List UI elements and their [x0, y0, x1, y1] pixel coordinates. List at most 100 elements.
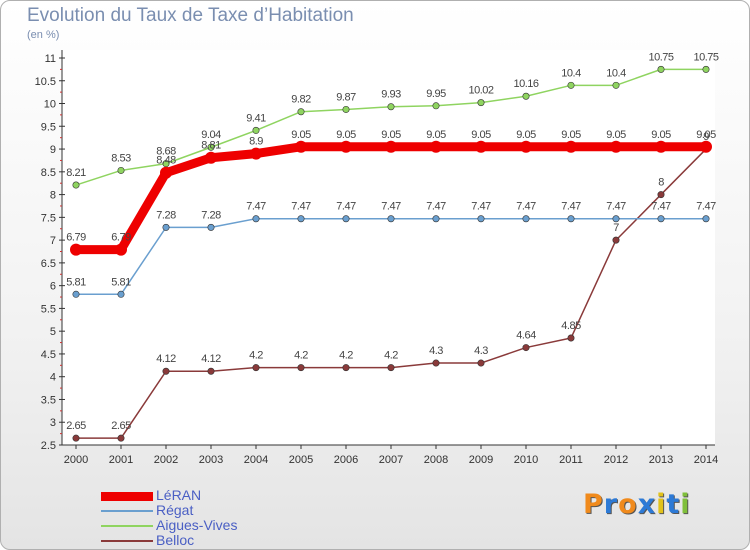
data-point-belloc: [432, 359, 440, 367]
data-label-leran: 9.05: [696, 129, 716, 141]
y-tick-label: 4.5: [41, 349, 56, 361]
data-point-belloc: [252, 364, 260, 372]
legend-swatch-belloc: [101, 540, 153, 542]
logo-letter: P: [583, 489, 604, 520]
x-tick-label: 2003: [199, 454, 223, 466]
x-tick-label: 2012: [604, 454, 628, 466]
data-point-aigues-vives: [567, 81, 575, 89]
data-point-regat: [72, 290, 80, 298]
data-point-aigues-vives: [342, 105, 350, 113]
data-point-aigues-vives: [657, 65, 665, 73]
plot-area: [62, 50, 715, 445]
logo-letter: x: [637, 489, 657, 520]
data-label-regat: 7.47: [381, 201, 401, 213]
data-label-regat: 7.28: [156, 209, 176, 221]
x-tick-label: 2000: [64, 454, 88, 466]
y-tick-label: 10.5: [35, 76, 56, 88]
data-point-leran: [115, 243, 127, 256]
legend-swatch-aigues-vives: [101, 525, 153, 527]
data-label-belloc: 4.2: [339, 350, 353, 362]
data-label-aigues-vives: 8.68: [156, 146, 176, 158]
data-label-belloc: 2.65: [66, 420, 86, 432]
logo-letter: i: [680, 489, 691, 520]
x-tick-label: 2005: [289, 454, 313, 466]
data-point-regat: [522, 215, 530, 223]
data-point-aigues-vives: [612, 81, 620, 89]
data-label-regat: 7.47: [471, 201, 491, 213]
data-label-aigues-vives: 10.02: [468, 85, 493, 97]
data-label-regat: 7.47: [606, 201, 626, 213]
data-point-leran: [70, 243, 82, 256]
data-label-aigues-vives: 9.95: [426, 88, 446, 100]
proxiti-logo: Proxiti: [583, 489, 691, 520]
y-tick-label: 3: [50, 417, 56, 429]
y-tick-label: 7.5: [41, 212, 56, 224]
data-point-leran: [700, 140, 712, 153]
data-point-regat: [342, 215, 350, 223]
data-label-regat: 5.81: [111, 276, 131, 288]
x-tick-label: 2014: [694, 454, 718, 466]
data-point-leran: [250, 147, 262, 160]
data-point-regat: [432, 215, 440, 223]
legend-item-belloc: Belloc: [101, 532, 361, 548]
data-label-belloc: 8: [658, 177, 664, 189]
y-tick-label: 9: [50, 144, 56, 156]
legend-label-leran: LéRAN: [156, 487, 202, 503]
data-label-aigues-vives: 8.21: [66, 167, 86, 179]
data-label-belloc: 4.2: [294, 350, 308, 362]
x-tick-label: 2013: [649, 454, 673, 466]
data-label-aigues-vives: 9.93: [381, 89, 401, 101]
y-tick-label: 5.5: [41, 303, 56, 315]
data-label-leran: 9.05: [381, 129, 401, 141]
data-point-aigues-vives: [72, 181, 80, 189]
data-label-regat: 7.28: [201, 209, 221, 221]
data-point-regat: [612, 215, 620, 223]
data-label-regat: 7.47: [516, 201, 536, 213]
data-label-leran: 8.81: [201, 140, 221, 152]
data-label-regat: 7.47: [696, 201, 716, 213]
data-label-regat: 7.47: [291, 201, 311, 213]
y-tick-label: 2.5: [41, 440, 56, 452]
data-label-leran: 6.79: [66, 232, 86, 244]
logo-letter: o: [618, 489, 638, 520]
logo-letter: t: [666, 489, 681, 520]
legend-item-aigues-vives: Aigues-Vives: [101, 517, 361, 533]
y-tick-label: 8.5: [41, 167, 56, 179]
data-point-aigues-vives: [297, 108, 305, 116]
data-label-regat: 7.47: [561, 201, 581, 213]
data-point-regat: [657, 215, 665, 223]
x-tick-label: 2007: [379, 454, 403, 466]
data-label-leran: 8.9: [249, 136, 263, 148]
data-label-regat: 7.47: [426, 201, 446, 213]
logo-letter: r: [603, 489, 619, 520]
x-tick-label: 2008: [424, 454, 448, 466]
logo-letter: i: [656, 489, 667, 520]
x-tick-label: 2009: [469, 454, 493, 466]
x-tick-label: 2004: [244, 454, 268, 466]
data-point-leran: [430, 140, 442, 153]
data-point-leran: [295, 140, 307, 153]
data-point-aigues-vives: [477, 99, 485, 107]
y-tick-label: 10: [44, 99, 56, 111]
data-label-belloc: 4.3: [429, 345, 443, 357]
data-label-belloc: 4.12: [201, 353, 221, 365]
data-label-aigues-vives: 9.04: [201, 129, 221, 141]
data-label-belloc: 4.3: [474, 345, 488, 357]
data-point-belloc: [342, 364, 350, 372]
data-point-aigues-vives: [522, 92, 530, 100]
data-point-regat: [252, 215, 260, 223]
data-point-aigues-vives: [252, 126, 260, 134]
chart-title: Evolution du Taux de Taxe d’Habitation: [27, 5, 354, 26]
data-point-regat: [162, 223, 170, 231]
data-point-aigues-vives: [702, 65, 710, 73]
data-label-leran: 9.05: [516, 129, 536, 141]
legend-label-regat: Régat: [156, 502, 194, 518]
data-label-belloc: 4.2: [384, 350, 398, 362]
y-tick-label: 4: [50, 372, 56, 384]
data-point-belloc: [117, 434, 125, 442]
data-label-leran: 9.05: [471, 129, 491, 141]
data-label-aigues-vives: 8.53: [111, 152, 131, 164]
data-point-leran: [160, 166, 172, 179]
data-point-leran: [475, 140, 487, 153]
